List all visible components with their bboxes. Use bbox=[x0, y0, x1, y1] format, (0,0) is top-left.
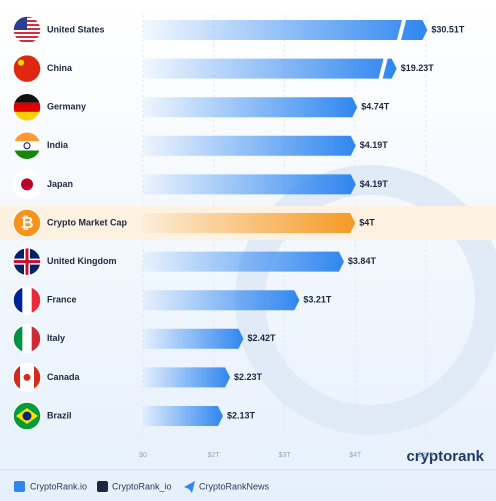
bar bbox=[143, 97, 358, 118]
flag-part bbox=[13, 363, 20, 392]
x-tick-label: $30T bbox=[418, 452, 435, 459]
flag-part bbox=[13, 141, 41, 151]
flag-part bbox=[13, 32, 41, 34]
value-label: $4.74T bbox=[361, 102, 390, 112]
footer-link[interactable]: CryptoRankNews bbox=[199, 481, 270, 491]
value-label: $2.13T bbox=[227, 410, 256, 420]
flag-part bbox=[13, 111, 41, 122]
flag-part: ₿ bbox=[20, 214, 33, 232]
x-tick-label: $0 bbox=[139, 452, 147, 459]
flag-ring bbox=[12, 92, 42, 122]
category-label: Germany bbox=[47, 102, 86, 112]
flag-part bbox=[13, 40, 41, 42]
category-label: United States bbox=[47, 24, 105, 34]
value-label: $2.23T bbox=[234, 372, 263, 382]
flag-icon bbox=[13, 402, 41, 430]
footer-link[interactable]: CryptoRank.io bbox=[30, 481, 87, 491]
bar bbox=[143, 406, 223, 426]
flag-part bbox=[34, 363, 41, 392]
flag-part bbox=[13, 150, 41, 160]
category-label: Canada bbox=[47, 372, 81, 382]
flag-part bbox=[13, 324, 23, 353]
flag-part bbox=[13, 131, 41, 142]
flag-ring bbox=[12, 208, 42, 238]
value-label: $19.23T bbox=[401, 63, 435, 73]
flag-part bbox=[22, 324, 32, 353]
flag-part bbox=[13, 102, 41, 112]
flag-ring bbox=[12, 401, 42, 431]
flag-part bbox=[13, 209, 41, 237]
x-tick-label: $2T bbox=[208, 452, 221, 459]
x-tick-label: $4T bbox=[349, 452, 362, 459]
bar bbox=[143, 135, 356, 156]
flag-part bbox=[23, 142, 31, 150]
footer: CryptoRank.io CryptoRank_io CryptoRankNe… bbox=[14, 448, 485, 493]
category-label: China bbox=[47, 63, 73, 73]
flag-icon bbox=[13, 131, 41, 160]
flag-part bbox=[13, 36, 41, 38]
x-icon bbox=[97, 481, 108, 492]
category-label: Crypto Market Cap bbox=[47, 217, 128, 227]
site-icon bbox=[14, 481, 25, 492]
bar bbox=[143, 213, 356, 233]
category-label: France bbox=[47, 295, 77, 305]
bar bbox=[143, 367, 231, 388]
flag-ring bbox=[12, 285, 42, 315]
category-label: Japan bbox=[47, 179, 73, 189]
flag-ring bbox=[12, 169, 42, 200]
bar bbox=[143, 20, 428, 40]
axis-break bbox=[378, 56, 389, 82]
flag-part bbox=[13, 54, 41, 83]
flag-ring bbox=[12, 324, 42, 354]
flag-icon bbox=[13, 247, 41, 276]
value-label: $30.51T bbox=[431, 24, 465, 34]
flag-part bbox=[25, 247, 29, 276]
bar bbox=[143, 58, 397, 79]
category-label: Brazil bbox=[47, 410, 72, 420]
logo: cryptorank bbox=[406, 448, 484, 465]
category-label: India bbox=[47, 140, 69, 150]
value-label: $4.19T bbox=[360, 140, 389, 150]
value-label: $2.42T bbox=[247, 333, 276, 343]
flag-icon bbox=[13, 363, 41, 392]
flag-part bbox=[13, 93, 41, 103]
flag-part bbox=[13, 286, 23, 315]
flag-part bbox=[22, 411, 32, 421]
axis-break bbox=[396, 17, 407, 43]
flag-icon bbox=[13, 170, 41, 199]
footer-link[interactable]: CryptoRank_io bbox=[112, 481, 172, 491]
category-label: United Kingdom bbox=[47, 256, 117, 266]
flag-part bbox=[21, 178, 33, 191]
category-label: Italy bbox=[47, 333, 65, 343]
flag-icon bbox=[13, 286, 41, 315]
bar bbox=[143, 290, 300, 311]
flag-part bbox=[22, 286, 32, 315]
flag-icon: ₿ bbox=[13, 209, 41, 237]
flag-ring bbox=[12, 131, 42, 161]
bar bbox=[143, 251, 344, 272]
flag-part bbox=[31, 324, 41, 353]
telegram-icon bbox=[184, 481, 195, 493]
flag-part bbox=[31, 286, 41, 315]
flag-ring bbox=[12, 362, 42, 393]
value-label: $4.19T bbox=[360, 179, 389, 189]
flag-icon bbox=[13, 324, 41, 353]
flag-ring bbox=[12, 246, 42, 277]
flag-icon bbox=[13, 54, 41, 83]
flag-ring bbox=[12, 53, 42, 84]
bar bbox=[143, 328, 244, 349]
value-label: $3.84T bbox=[348, 256, 377, 266]
flag-ring bbox=[12, 15, 42, 45]
flag-part bbox=[18, 59, 24, 66]
bar bbox=[143, 174, 356, 195]
value-label: $4T bbox=[359, 217, 375, 227]
flag-part bbox=[23, 373, 31, 381]
value-label: $3.21T bbox=[303, 295, 332, 305]
flag-icon bbox=[13, 93, 41, 122]
x-tick-label: $3T bbox=[278, 452, 291, 459]
